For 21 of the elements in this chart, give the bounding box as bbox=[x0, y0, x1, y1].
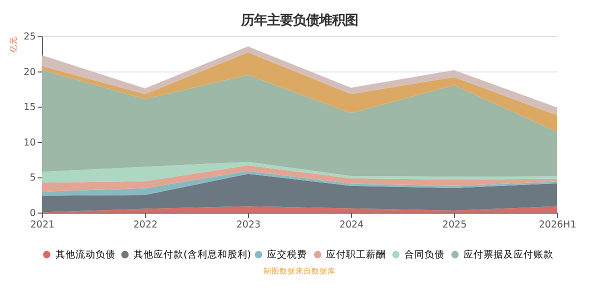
x-tick-label: 2025 bbox=[442, 219, 467, 230]
y-tick-label: 25 bbox=[24, 32, 36, 43]
x-tick-label: 2023 bbox=[236, 219, 261, 230]
y-tick-label: 20 bbox=[24, 66, 36, 78]
chart-title: 历年主要负债堆积图 bbox=[240, 12, 358, 29]
x-tick-label: 2026H1 bbox=[538, 219, 576, 230]
y-axis-title: 亿元 bbox=[9, 36, 18, 54]
legend-label: 合同负债 bbox=[404, 248, 444, 260]
legend-label: 应交税费 bbox=[267, 248, 308, 260]
x-tick-label: 2022 bbox=[133, 219, 158, 230]
y-tick-label: 5 bbox=[30, 172, 36, 184]
x-tick-label: 2024 bbox=[339, 219, 364, 230]
legend-label: 应付职工薪酬 bbox=[326, 248, 386, 260]
y-tick-label: 10 bbox=[24, 137, 36, 148]
x-tick-label: 2021 bbox=[30, 219, 55, 230]
legend-label: 应付票据及应付账款 bbox=[464, 248, 554, 260]
text: 制图数据来自数据库 bbox=[264, 266, 336, 276]
legend-label: 其他流动负债 bbox=[55, 248, 116, 260]
legend-label: 其他应付款(含利息和股利) bbox=[134, 248, 251, 260]
y-tick-label: 15 bbox=[24, 102, 36, 114]
y-tick-label: 0 bbox=[30, 208, 36, 219]
